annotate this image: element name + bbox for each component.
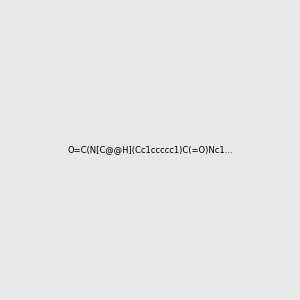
- Text: O=C(N[C@@H](Cc1ccccc1)C(=O)Nc1...: O=C(N[C@@H](Cc1ccccc1)C(=O)Nc1...: [67, 146, 233, 154]
